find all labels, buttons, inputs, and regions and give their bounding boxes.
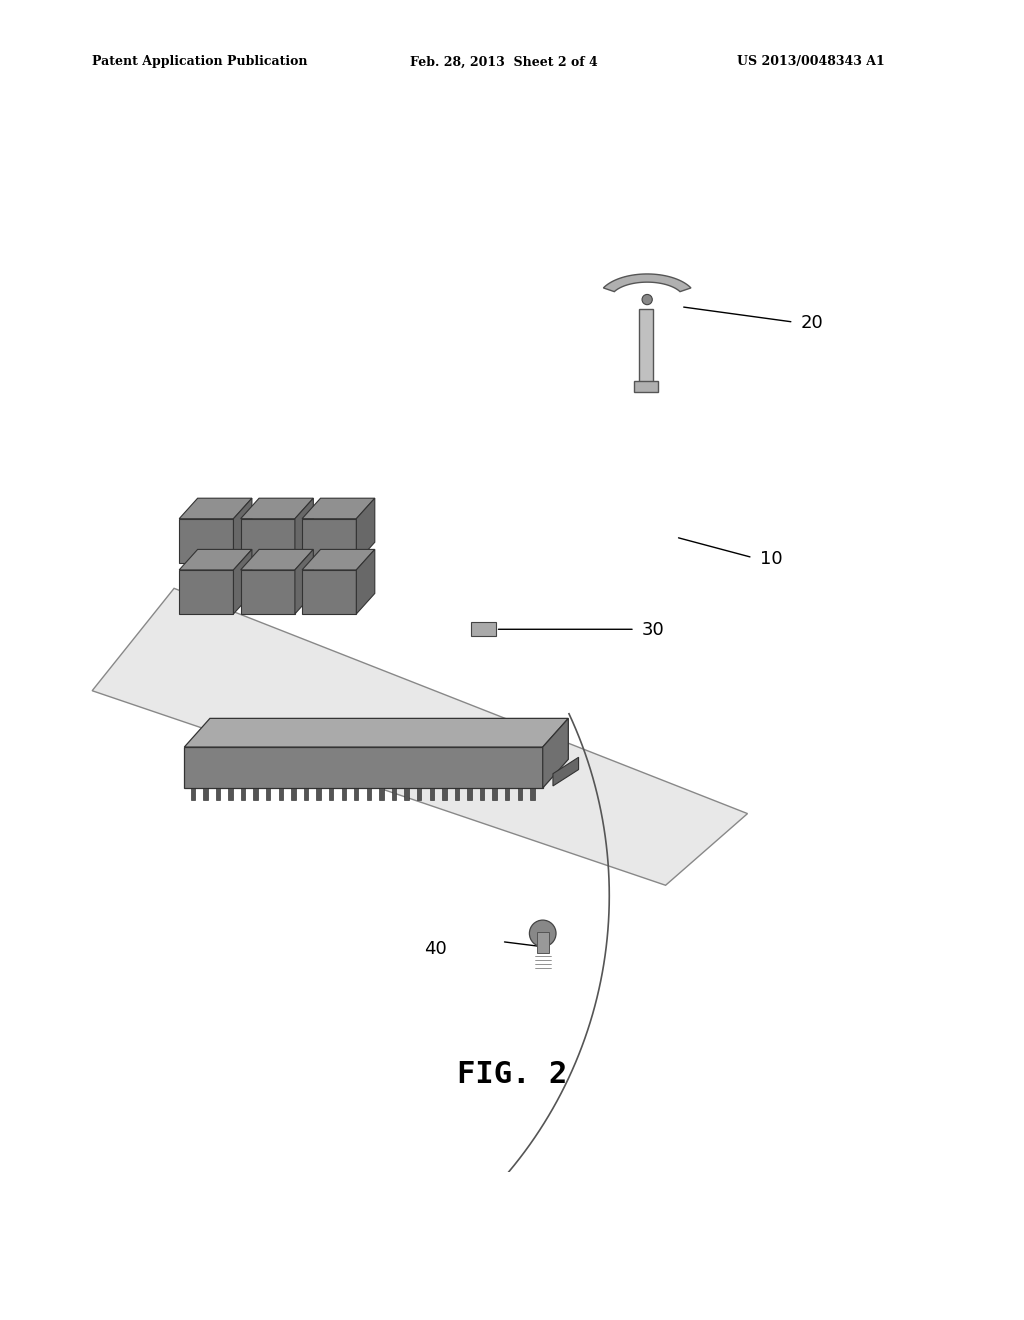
Polygon shape (291, 788, 296, 800)
Polygon shape (329, 788, 334, 800)
Polygon shape (553, 758, 579, 785)
FancyBboxPatch shape (634, 381, 658, 392)
Polygon shape (184, 747, 543, 788)
Polygon shape (356, 498, 375, 562)
Polygon shape (404, 788, 409, 800)
Polygon shape (517, 788, 522, 800)
Polygon shape (233, 498, 252, 562)
Text: Patent Application Publication: Patent Application Publication (92, 55, 307, 69)
Polygon shape (228, 788, 232, 800)
Polygon shape (295, 498, 313, 562)
Polygon shape (530, 788, 535, 800)
Polygon shape (184, 718, 568, 747)
Polygon shape (505, 788, 509, 800)
Polygon shape (493, 788, 497, 800)
Polygon shape (241, 549, 313, 570)
Polygon shape (392, 788, 396, 800)
Bar (471, 622, 496, 636)
FancyBboxPatch shape (537, 932, 549, 953)
Circle shape (529, 920, 556, 946)
Polygon shape (354, 788, 358, 800)
Text: 40: 40 (424, 940, 446, 958)
Polygon shape (241, 788, 246, 800)
Polygon shape (367, 788, 371, 800)
Text: US 2013/0048343 A1: US 2013/0048343 A1 (737, 55, 885, 69)
Polygon shape (417, 788, 421, 800)
Polygon shape (295, 549, 313, 614)
Polygon shape (467, 788, 472, 800)
Text: FIG. 2: FIG. 2 (457, 1060, 567, 1089)
Polygon shape (302, 549, 375, 570)
Polygon shape (233, 549, 252, 614)
Polygon shape (316, 788, 321, 800)
Polygon shape (179, 498, 252, 519)
Polygon shape (241, 498, 313, 519)
Polygon shape (342, 788, 346, 800)
Polygon shape (356, 549, 375, 614)
Polygon shape (179, 519, 233, 562)
Polygon shape (203, 788, 208, 800)
Polygon shape (543, 718, 568, 788)
Polygon shape (442, 788, 446, 800)
Circle shape (642, 294, 652, 305)
Polygon shape (480, 788, 484, 800)
Polygon shape (92, 589, 748, 886)
Polygon shape (266, 788, 270, 800)
Polygon shape (302, 519, 356, 562)
Polygon shape (254, 788, 258, 800)
Polygon shape (216, 788, 220, 800)
Polygon shape (279, 788, 283, 800)
Polygon shape (241, 570, 295, 614)
Polygon shape (455, 788, 459, 800)
Text: 20: 20 (801, 314, 823, 333)
Polygon shape (603, 275, 691, 292)
Polygon shape (302, 570, 356, 614)
Polygon shape (241, 519, 295, 562)
Text: 30: 30 (642, 622, 665, 639)
Text: Feb. 28, 2013  Sheet 2 of 4: Feb. 28, 2013 Sheet 2 of 4 (410, 55, 597, 69)
FancyBboxPatch shape (639, 309, 653, 385)
Polygon shape (190, 788, 195, 800)
Polygon shape (179, 570, 233, 614)
Polygon shape (302, 498, 375, 519)
Polygon shape (379, 788, 384, 800)
Polygon shape (429, 788, 434, 800)
Polygon shape (179, 549, 252, 570)
Text: 10: 10 (760, 549, 782, 568)
Polygon shape (304, 788, 308, 800)
